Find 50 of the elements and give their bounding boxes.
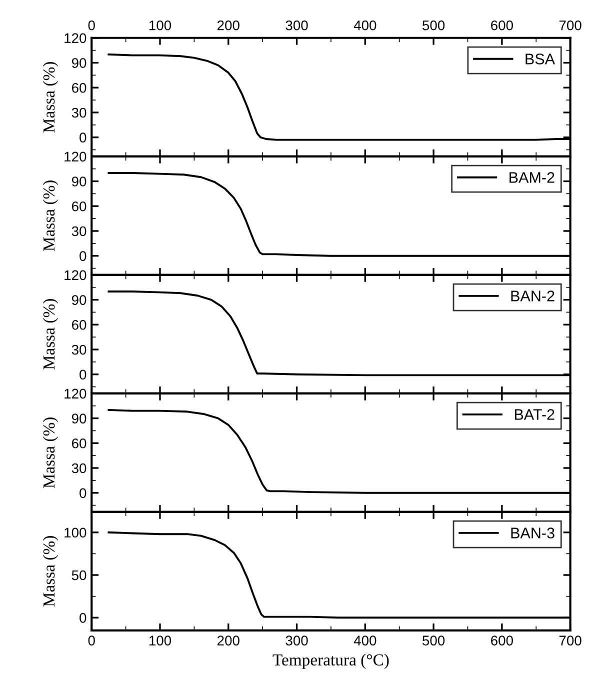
x-tick-label: 500 bbox=[422, 636, 445, 646]
y-axis-title: Massa (%) bbox=[42, 62, 58, 133]
y-tick-label: 90 bbox=[72, 295, 86, 305]
y-tick-label: 90 bbox=[72, 176, 86, 186]
y-tick-label: 60 bbox=[72, 82, 86, 93]
x-tick-label: 0 bbox=[88, 636, 95, 646]
x-tick-label: 700 bbox=[559, 636, 582, 646]
legend-label: BAN-3 bbox=[511, 528, 554, 538]
x-tick-label: 100 bbox=[149, 636, 172, 646]
x2-tick-label: 300 bbox=[286, 20, 308, 30]
x-tick-label: 200 bbox=[217, 636, 240, 646]
y-tick-label: 0 bbox=[80, 488, 86, 498]
y-tick-label: 100 bbox=[64, 528, 86, 538]
legend-label: BAN-2 bbox=[511, 290, 554, 302]
x2-tick-label: 500 bbox=[422, 20, 445, 30]
x2-tick-label: 0 bbox=[88, 20, 95, 30]
x2-tick-label: 600 bbox=[491, 20, 513, 30]
y-tick-label: 30 bbox=[72, 226, 86, 236]
y-tick-label: 120 bbox=[64, 33, 86, 44]
x2-tick-label: 200 bbox=[217, 20, 240, 30]
y-tick-label: 60 bbox=[72, 438, 86, 448]
y-tick-label: 0 bbox=[80, 132, 86, 143]
y-tick-label: 90 bbox=[72, 58, 86, 68]
legend-label: BAT-2 bbox=[514, 409, 554, 420]
y-tick-label: 0 bbox=[80, 612, 86, 623]
y-tick-label: 60 bbox=[72, 201, 86, 212]
x-tick-label: 600 bbox=[491, 636, 513, 646]
legend-label: BAM-2 bbox=[510, 172, 554, 183]
x2-tick-label: 100 bbox=[149, 20, 172, 30]
x2-tick-label: 400 bbox=[354, 20, 376, 30]
y-tick-label: 30 bbox=[72, 463, 86, 474]
x-tick-label: 400 bbox=[354, 636, 376, 646]
y-tick-label: 120 bbox=[64, 388, 86, 399]
y-tick-label: 0 bbox=[80, 251, 86, 262]
y-tick-label: 120 bbox=[64, 270, 86, 280]
y-axis-title: Massa (%) bbox=[42, 536, 58, 607]
y-axis-title: Massa (%) bbox=[42, 418, 58, 488]
x-tick-label: 300 bbox=[286, 636, 308, 646]
y-tick-label: 50 bbox=[72, 570, 86, 580]
x-axis-title: Temperatura (°C) bbox=[272, 654, 389, 669]
y-tick-label: 30 bbox=[72, 344, 86, 355]
y-tick-label: 0 bbox=[80, 370, 86, 380]
x2-tick-label: 700 bbox=[559, 20, 582, 30]
y-axis-title: Massa (%) bbox=[42, 180, 58, 252]
y-tick-label: 120 bbox=[64, 152, 86, 162]
y-axis-title: Massa (%) bbox=[42, 299, 58, 370]
legend-label: BSA bbox=[526, 54, 556, 64]
y-tick-label: 30 bbox=[72, 108, 86, 118]
y-tick-label: 90 bbox=[72, 414, 86, 424]
y-tick-label: 60 bbox=[72, 320, 86, 330]
